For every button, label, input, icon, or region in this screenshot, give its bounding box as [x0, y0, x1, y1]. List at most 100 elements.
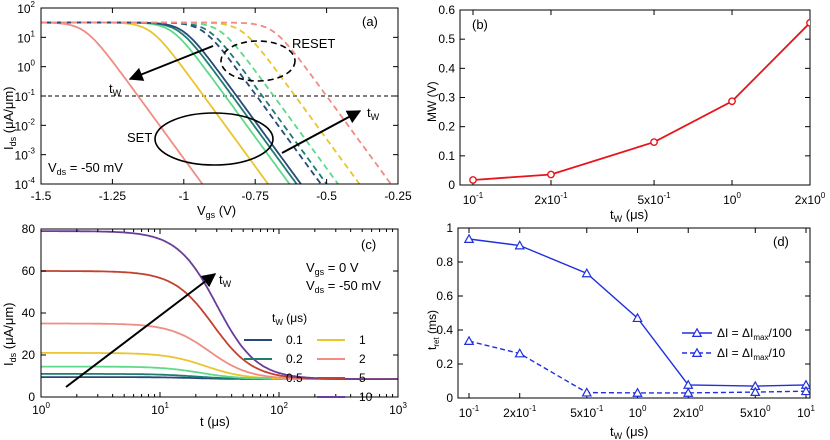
a-xtick-label: -1.25	[99, 189, 127, 203]
tret-point-1	[514, 348, 525, 358]
tret-point-1	[750, 386, 761, 397]
a-ytick-label: 101	[17, 29, 35, 45]
c-ytick-label: 0	[28, 390, 35, 404]
mw-point	[806, 18, 810, 27]
b-xtick-label: 2x10-1	[534, 191, 568, 207]
tret-line-0	[468, 238, 807, 387]
a-ytick-label: 10-3	[15, 147, 36, 163]
panel-d-frame	[457, 227, 811, 399]
decay-curve-10	[41, 230, 398, 380]
tret-point-0	[463, 233, 475, 244]
d-ytick-label: 0.6	[436, 289, 453, 303]
mw-point	[650, 138, 658, 147]
panel-c-frame	[40, 228, 399, 398]
legend-label-10: 10	[359, 390, 373, 404]
reset-label: RESET	[292, 36, 335, 51]
b-xtick-label: 10-1	[463, 191, 484, 207]
panel-a: -1.5 -1.25 -1 -0.75 -0.5 -0.25 102 101 100 10-1 10…	[1, 0, 412, 220]
reset-tw-arrow	[281, 110, 362, 154]
panel-d-data	[463, 233, 810, 397]
panel-c-curves	[41, 230, 398, 380]
d-xtick-label: 5x100	[740, 404, 771, 420]
tret-point-1	[800, 385, 810, 396]
tret-point-1	[581, 387, 592, 397]
a-xtick-label: -1.5	[31, 189, 52, 203]
reset-ellipse	[220, 40, 296, 82]
panel-a-ylabel: Ids (μA/μm)	[1, 86, 18, 150]
panel-b-frame	[459, 9, 811, 186]
legend-title: tW (μs)	[272, 311, 307, 327]
set-curve-4	[41, 21, 302, 184]
b-ytick-label: 0.2	[438, 120, 455, 134]
tw-arrow-c-label: tW	[219, 272, 232, 289]
d-ytick-label: 0.4	[436, 323, 453, 337]
a-xtick-label: -0.25	[384, 189, 412, 203]
c-ytick-label: 60	[22, 264, 36, 278]
d-xtick-label: 101	[797, 404, 815, 420]
panel-c-label: (c)	[361, 237, 376, 252]
panel-d-xlabel: tW (μs)	[610, 424, 648, 440]
legend-label-1: 1	[359, 333, 366, 347]
panel-b-xlabel: tW (μs)	[610, 207, 648, 224]
b-ytick-label: 0	[448, 178, 455, 192]
vds-condition: Vds = -50 mV	[306, 278, 381, 295]
d-ytick-label: 0	[446, 391, 453, 405]
panel-d-legend: ΔI = ΔImax/100 ΔI = ΔImax/10	[682, 326, 792, 362]
panel-b-ticks: 0 0.1 0.2 0.3 0.4 0.5 0.6 10-1 2x10-1 5x10-1 100 2x…	[438, 3, 825, 207]
panel-a-label: (a)	[362, 14, 378, 29]
a-ytick-label: 102	[17, 0, 35, 16]
d-legend-label-1: ΔI = ΔImax/10	[717, 346, 786, 362]
a-ytick-label: 10-1	[15, 88, 36, 104]
a-ytick-label: 100	[17, 59, 35, 75]
panel-b-data	[469, 18, 810, 184]
c-xtick-label: 103	[389, 401, 407, 417]
c-xtick-label: 101	[151, 401, 169, 417]
panel-d-ticks: 0 0.2 0.4 0.6 0.8 1 10-1 2x10-1 5x10-1 100 2x100 5x…	[436, 221, 815, 420]
d-xtick-label: 2x10-1	[503, 404, 537, 420]
c-xtick-label: 102	[270, 401, 288, 417]
panel-b-label: (b)	[472, 17, 488, 32]
vds-note: Vds = -50 mV	[48, 160, 123, 177]
b-ytick-label: 0.1	[438, 149, 455, 163]
tret-point-1	[632, 387, 643, 397]
legend-label-0.1: 0.1	[286, 333, 303, 347]
legend-label-2: 2	[359, 352, 366, 366]
panel-d-label: (d)	[773, 234, 789, 249]
reset-curve-1	[41, 21, 328, 184]
b-xtick-label: 2x100	[795, 191, 826, 207]
c-xtick-label: 100	[32, 401, 50, 417]
mw-point	[469, 176, 477, 184]
panel-a-curves	[41, 21, 398, 184]
panel-a-ticks: -1.5 -1.25 -1 -0.75 -0.5 -0.25 102 101 100 10-1 10…	[15, 0, 412, 203]
b-xtick-label: 5x10-1	[637, 191, 671, 207]
d-xtick-label: 5x10-1	[570, 404, 604, 420]
a-xtick-label: -0.75	[242, 189, 270, 203]
set-ellipse	[154, 112, 274, 166]
panel-c-ylabel: Ids (μA/μm)	[1, 302, 18, 366]
a-xtick-label: -0.5	[316, 189, 337, 203]
panel-c-legend: tW (μs) 0.1 0.2 0.5 1 2 5 10	[244, 311, 373, 404]
tret-point-0	[632, 312, 643, 323]
panel-b-ylabel: MW (V)	[425, 81, 439, 122]
c-ytick-label: 80	[22, 222, 36, 236]
set-label: SET	[127, 130, 152, 145]
a-ytick-label: 10-4	[15, 176, 36, 192]
b-ytick-label: 0.5	[438, 32, 455, 46]
panel-c-xlabel: t (μs)	[200, 414, 230, 429]
panel-d: 0 0.2 0.4 0.6 0.8 1 10-1 2x10-1 5x10-1 100 2x100 5x…	[425, 221, 815, 440]
tret-point-0	[514, 240, 525, 250]
legend-label-0.5: 0.5	[286, 371, 303, 385]
set-curve-0	[41, 21, 204, 184]
panel-b: 0 0.1 0.2 0.3 0.4 0.5 0.6 10-1 2x10-1 5x10-1 100 2x…	[425, 3, 826, 224]
d-ytick-label: 1	[446, 221, 453, 235]
reset-tw-label: tW	[367, 105, 380, 122]
b-ytick-label: 0.6	[438, 3, 455, 17]
d-ytick-label: 0.2	[436, 357, 453, 371]
set-tw-arrow	[128, 45, 214, 81]
tret-point-1	[463, 335, 475, 346]
c-ytick-label: 20	[22, 348, 36, 362]
b-ytick-label: 0.4	[438, 61, 455, 75]
d-xtick-label: 10-1	[459, 404, 480, 420]
